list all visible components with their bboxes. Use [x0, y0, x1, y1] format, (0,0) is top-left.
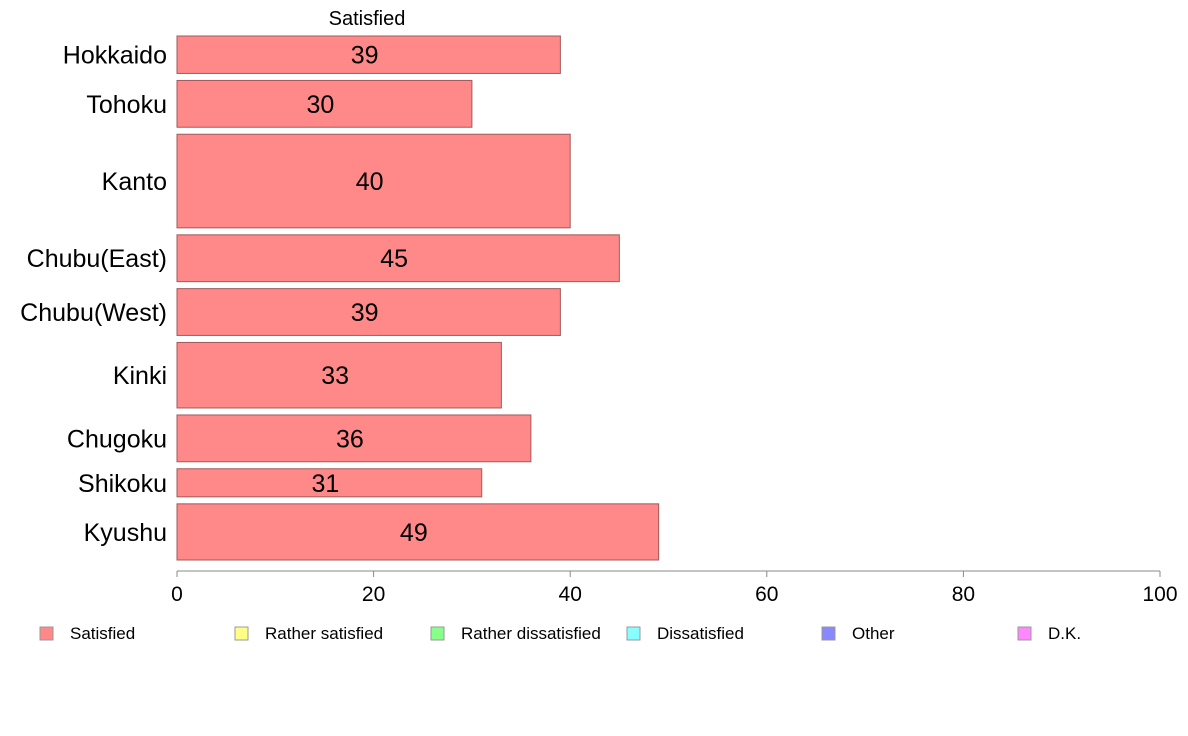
- category-label: Kyushu: [84, 519, 167, 547]
- data-label: 36: [336, 425, 364, 453]
- bar-tohoku: [176, 79, 473, 128]
- category-labels-group: Hokkaido Tohoku Kanto Chubu(East) Chubu(West…: [20, 42, 167, 547]
- data-label: 31: [311, 470, 339, 498]
- x-tick-label: 40: [559, 583, 582, 606]
- bar-chugoku: [176, 414, 532, 463]
- data-label: 40: [356, 168, 384, 196]
- legend-swatch-satisfied: [39, 626, 54, 641]
- legend-swatch-rather-satisfied: [234, 626, 249, 641]
- x-axis: 0 20 40 60 80 100: [171, 570, 1178, 606]
- legend-swatch-other: [821, 626, 836, 641]
- bar-chubu-west-: [176, 288, 561, 336]
- legend-label-satisfied: Satisfied: [70, 624, 135, 643]
- data-label: 39: [351, 299, 379, 327]
- legend: Satisfied Rather satisfied Rather dissatis…: [39, 624, 1081, 643]
- bar-hokkaido: [176, 35, 561, 74]
- chart-title: Satisfied: [329, 8, 406, 30]
- category-label: Kinki: [113, 362, 167, 390]
- legend-label-rather-satisfied: Rather satisfied: [265, 624, 383, 643]
- legend-label-d-k-: D.K.: [1048, 624, 1081, 643]
- category-label: Chubu(East): [27, 245, 167, 273]
- bar-kyushu: [176, 503, 660, 561]
- x-tick-label: 100: [1142, 583, 1177, 606]
- legend-swatch-d-k-: [1017, 626, 1032, 641]
- legend-swatch-rather-dissatisfied: [430, 626, 445, 641]
- data-label: 30: [307, 91, 335, 119]
- data-label: 49: [400, 519, 428, 547]
- category-label: Shikoku: [78, 470, 167, 498]
- bar-shikoku: [176, 468, 483, 498]
- x-tick-label: 60: [755, 583, 778, 606]
- category-label: Kanto: [102, 168, 167, 196]
- legend-label-dissatisfied: Dissatisfied: [657, 624, 744, 643]
- x-tick-label: 80: [952, 583, 975, 606]
- legend-swatch-dissatisfied: [626, 626, 641, 641]
- bar-chubu-east-: [176, 234, 620, 283]
- bar-kinki: [176, 341, 502, 409]
- category-label: Tohoku: [86, 91, 167, 119]
- legend-label-rather-dissatisfied: Rather dissatisfied: [461, 624, 601, 643]
- category-label: Chubu(West): [20, 299, 167, 327]
- bar-kanto: [176, 133, 571, 229]
- data-label: 39: [351, 42, 379, 70]
- legend-label-other: Other: [852, 624, 895, 643]
- data-label: 33: [321, 362, 349, 390]
- x-tick-label: 20: [362, 583, 385, 606]
- x-tick-label: 0: [171, 583, 183, 606]
- category-label: Hokkaido: [63, 42, 167, 70]
- category-label: Chugoku: [67, 425, 167, 453]
- data-label: 45: [380, 245, 408, 273]
